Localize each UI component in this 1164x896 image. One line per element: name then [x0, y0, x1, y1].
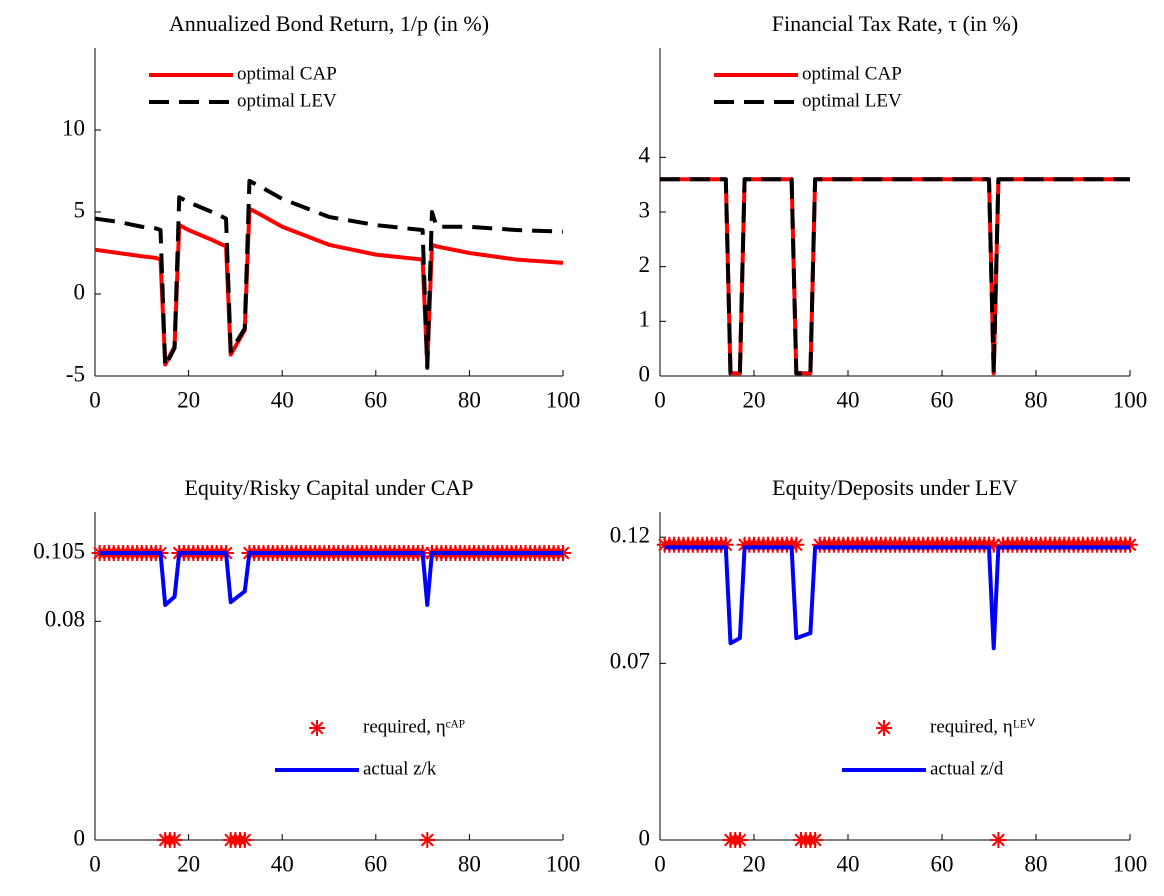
y-tick-label: 2	[639, 252, 651, 277]
legend-label: actual z/k	[363, 758, 437, 779]
x-tick-label: 100	[546, 387, 581, 412]
chart-title: Equity/Deposits under LEV	[772, 475, 1018, 500]
y-tick-label: 10	[62, 115, 85, 140]
legend-label: required, ηᶜᴬᴾ	[363, 716, 465, 737]
y-tick-label: 3	[639, 197, 651, 222]
star-marker	[717, 536, 734, 553]
star-marker	[990, 832, 1007, 848]
legend-label: optimal CAP	[802, 63, 902, 84]
x-tick-label: 100	[546, 851, 581, 876]
y-tick-label: 0.12	[610, 523, 650, 548]
y-tick-label: 0	[74, 279, 86, 304]
legend-marker	[309, 720, 325, 736]
x-tick-label: 0	[654, 851, 666, 876]
series-line	[664, 545, 1130, 651]
y-tick-label: 0.07	[610, 649, 650, 674]
x-tick-label: 40	[837, 387, 860, 412]
legend-label: required, ηᴸᴱⱽ	[930, 716, 1036, 737]
chart-title: Equity/Risky Capital under CAP	[184, 475, 473, 500]
y-tick-label: 0.105	[33, 538, 85, 563]
legend-marker	[876, 720, 892, 736]
series-line	[94, 206, 564, 369]
legend-label: optimal LEV	[237, 90, 337, 111]
y-tick-label: 5	[74, 197, 86, 222]
star-marker	[731, 832, 748, 848]
x-tick-label: 60	[364, 851, 387, 876]
x-tick-label: 60	[931, 851, 954, 876]
chart-title: Financial Tax Rate, τ (in %)	[772, 11, 1018, 36]
x-tick-label: 80	[458, 387, 481, 412]
star-marker	[788, 536, 805, 553]
legend-label: optimal CAP	[237, 63, 337, 84]
y-tick-label: 0	[74, 825, 86, 850]
series-line	[99, 551, 563, 607]
x-tick-label: 20	[177, 387, 200, 412]
x-tick-label: 40	[271, 387, 294, 412]
y-tick-label: 0.08	[45, 607, 85, 632]
y-tick-label: 4	[639, 143, 651, 168]
y-tick-label: 1	[639, 307, 651, 332]
x-tick-label: 0	[89, 851, 101, 876]
x-tick-label: 60	[931, 387, 954, 412]
legend-label: actual z/d	[930, 758, 1004, 779]
star-marker	[807, 832, 824, 848]
x-tick-label: 80	[458, 851, 481, 876]
y-tick-label: 0	[639, 361, 651, 386]
x-tick-label: 20	[177, 851, 200, 876]
x-tick-label: 40	[837, 851, 860, 876]
star-marker	[236, 832, 253, 848]
series-line	[660, 177, 1130, 376]
y-tick-label: -5	[66, 361, 85, 386]
star-marker	[985, 536, 1002, 553]
legend-label: optimal LEV	[802, 90, 902, 111]
x-tick-label: 100	[1113, 851, 1148, 876]
x-tick-label: 60	[364, 387, 387, 412]
x-tick-label: 20	[743, 387, 766, 412]
star-marker	[166, 832, 183, 848]
star-marker	[419, 832, 436, 848]
x-tick-label: 0	[654, 387, 666, 412]
x-tick-label: 100	[1113, 387, 1148, 412]
y-tick-label: 0	[639, 825, 651, 850]
x-tick-label: 80	[1025, 851, 1048, 876]
star-marker	[1122, 536, 1138, 553]
x-tick-label: 20	[743, 851, 766, 876]
series-line	[94, 178, 564, 370]
x-tick-label: 80	[1025, 387, 1048, 412]
x-tick-label: 40	[271, 851, 294, 876]
series-line	[660, 177, 1130, 376]
x-tick-label: 0	[89, 387, 101, 412]
chart-title: Annualized Bond Return, 1/p (in %)	[169, 11, 489, 36]
